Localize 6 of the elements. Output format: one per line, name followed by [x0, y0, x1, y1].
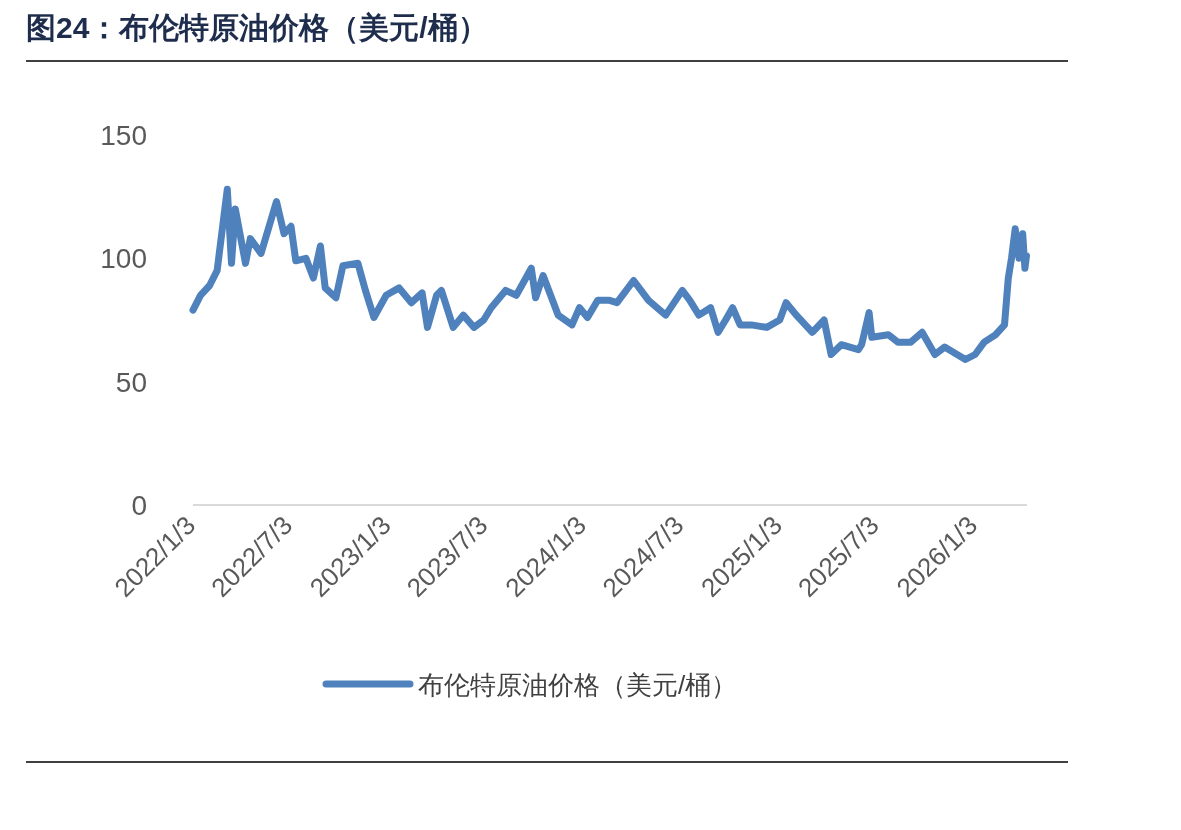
chart-title: 图24：布伦特原油价格（美元/桶）	[26, 11, 488, 44]
y-tick-label: 50	[115, 366, 147, 398]
y-tick-label: 150	[100, 120, 147, 151]
y-tick-label: 0	[131, 490, 147, 521]
legend-label: 布伦特原油价格（美元/桶）	[418, 670, 738, 700]
y-tick-label: 100	[100, 243, 147, 275]
